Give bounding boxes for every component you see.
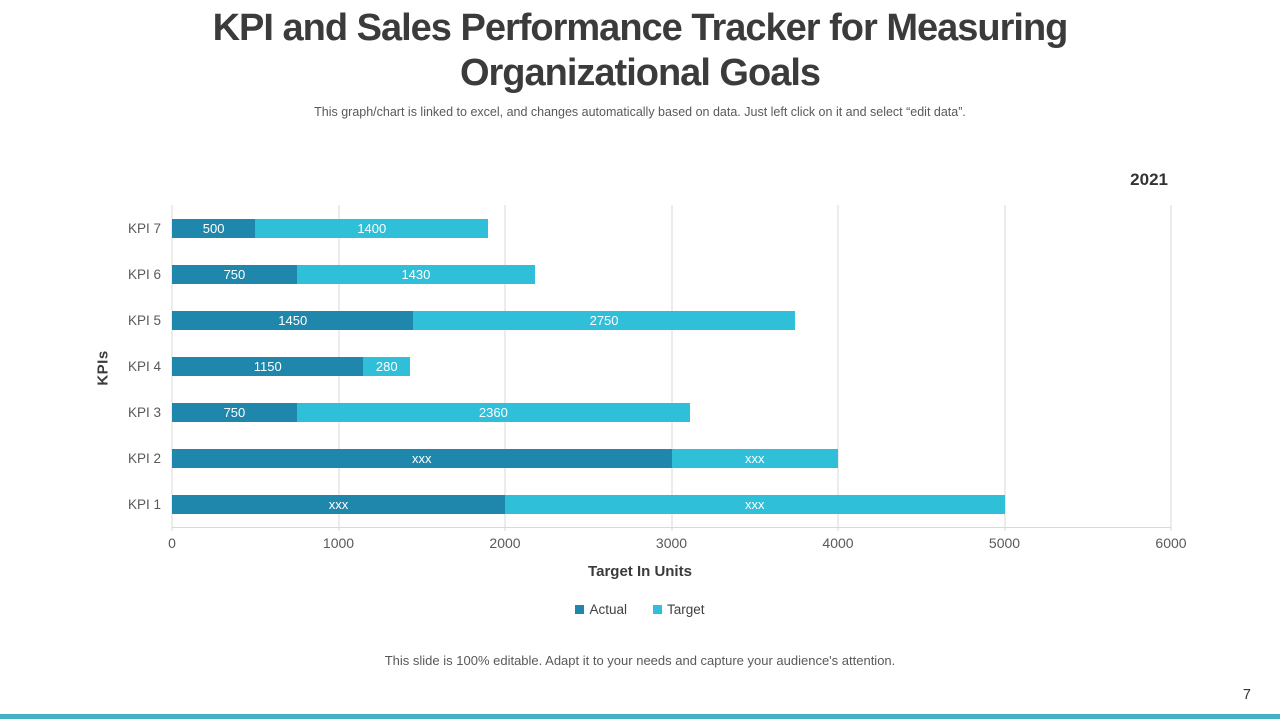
x-tick-label: 2000 — [489, 535, 521, 551]
bar-segment-actual: 1450 — [172, 310, 414, 330]
stacked-bar: 500 1400 — [172, 218, 1171, 238]
x-tick-label: 4000 — [822, 535, 854, 551]
legend-swatch — [575, 605, 585, 614]
bar-segment-target: 280 — [363, 356, 411, 376]
x-tick-label: 5000 — [988, 535, 1021, 551]
plot-area: KPI 7 500 1400 KPI 6 750 1430 KPI 5 1450 2750 KPI… — [128, 205, 1187, 551]
axis-tickmark — [171, 527, 173, 531]
x-tick-label: 6000 — [1155, 535, 1187, 551]
bar-segment-target: 1430 — [296, 264, 535, 284]
gridline — [1004, 205, 1005, 527]
axis-tickmark — [338, 527, 339, 531]
category-label: KPI 1 — [127, 496, 161, 512]
bar-segment-target: 1400 — [255, 218, 489, 238]
x-tick-label: 0 — [168, 535, 176, 551]
category-label: KPI 3 — [127, 404, 161, 420]
stacked-bar: xxx xxx — [172, 448, 1171, 468]
bar-value-label: 1450 — [278, 312, 308, 328]
bar-segment-target: xxx — [671, 448, 838, 468]
bar-segment-target: 2360 — [296, 402, 690, 422]
category-label: KPI 4 — [127, 358, 161, 374]
legend-label: Target — [667, 602, 705, 617]
bar-value-label: 2360 — [478, 404, 508, 420]
stacked-bar: 750 2360 — [172, 402, 1171, 422]
bar-row: KPI 3 750 2360 — [128, 389, 1171, 435]
legend-item-target: Target — [653, 602, 705, 617]
page-title-line-1: KPI and Sales Performance Tracker for Me… — [212, 7, 1069, 49]
axis-tickmark — [837, 527, 839, 531]
x-tick-label: 3000 — [655, 535, 688, 551]
bar-value-label: xxx — [328, 496, 349, 512]
bar-row: KPI 7 500 1400 — [128, 205, 1171, 251]
kpi-chart[interactable]: 2021 KPIs KPI 7 500 1400 KPI 6 750 1430 KPI 5 1… — [0, 150, 1280, 630]
legend-label: Actual — [589, 602, 627, 617]
bar-row: KPI 6 750 1430 — [128, 251, 1171, 297]
page-subtitle: This graph/chart is linked to excel, and… — [314, 105, 966, 119]
bar-rows: KPI 7 500 1400 KPI 6 750 1430 KPI 5 1450 2750 KPI… — [128, 205, 1171, 527]
bar-row: KPI 1 xxx xxx — [128, 481, 1171, 527]
gridline — [837, 205, 839, 527]
bar-value-label: 1400 — [357, 220, 387, 236]
footer-note: This slide is 100% editable. Adapt it to… — [384, 653, 896, 668]
x-tick-label: 1000 — [322, 535, 355, 551]
category-label: KPI 7 — [127, 220, 161, 236]
x-axis-title: Target In Units — [588, 563, 692, 580]
axis-tickmark — [504, 527, 506, 531]
page-number: 7 — [1242, 687, 1251, 703]
bar-row: KPI 5 1450 2750 — [128, 297, 1171, 343]
chart-title-year: 2021 — [1130, 170, 1168, 189]
bar-row: KPI 4 1150 280 — [128, 343, 1171, 389]
stacked-bar: xxx xxx — [172, 494, 1171, 514]
bar-segment-actual: 1150 — [172, 356, 364, 376]
accent-bar — [0, 714, 1280, 719]
bar-value-label: xxx — [745, 496, 765, 512]
bar-value-label: 280 — [375, 358, 398, 374]
stacked-bar: 1450 2750 — [172, 310, 1171, 330]
bar-value-label: 750 — [223, 266, 246, 282]
bar-segment-target: xxx — [505, 494, 1005, 514]
bar-value-label: 1150 — [253, 358, 282, 374]
bar-value-label: 1430 — [401, 266, 431, 282]
legend-item-actual: Actual — [575, 602, 627, 617]
axis-tickmark — [1170, 527, 1172, 531]
bar-segment-actual: 750 — [172, 402, 297, 422]
bar-value-label: xxx — [412, 450, 432, 466]
bar-segment-actual: 500 — [172, 218, 256, 238]
page-title-line-2: Organizational Goals — [459, 52, 821, 94]
bar-segment-target: 2750 — [413, 310, 795, 330]
category-label: KPI 5 — [127, 312, 161, 328]
stacked-bar: 1150 280 — [172, 356, 1171, 376]
stacked-bar: 750 1430 — [172, 264, 1171, 284]
bar-row: KPI 2 xxx xxx — [128, 435, 1171, 481]
bar-value-label: 500 — [202, 220, 225, 236]
axis-tickmark — [1004, 527, 1005, 531]
bar-segment-actual: xxx — [172, 494, 505, 514]
bar-value-label: 2750 — [589, 312, 619, 328]
axis-tickmark — [671, 527, 672, 531]
bar-segment-actual: xxx — [172, 448, 672, 468]
category-label: KPI 6 — [127, 266, 161, 282]
gridline — [1170, 205, 1172, 527]
category-label: KPI 2 — [127, 450, 161, 466]
bar-segment-actual: 750 — [172, 264, 297, 284]
bar-value-label: 750 — [223, 404, 246, 420]
gridline — [671, 205, 672, 527]
gridline — [504, 205, 506, 527]
bar-value-label: xxx — [745, 450, 765, 466]
legend: Actual Target — [0, 602, 1280, 617]
legend-swatch — [653, 605, 662, 614]
title-block: KPI and Sales Performance Tracker for Me… — [0, 6, 1280, 119]
y-axis-title: KPIs — [94, 350, 112, 386]
